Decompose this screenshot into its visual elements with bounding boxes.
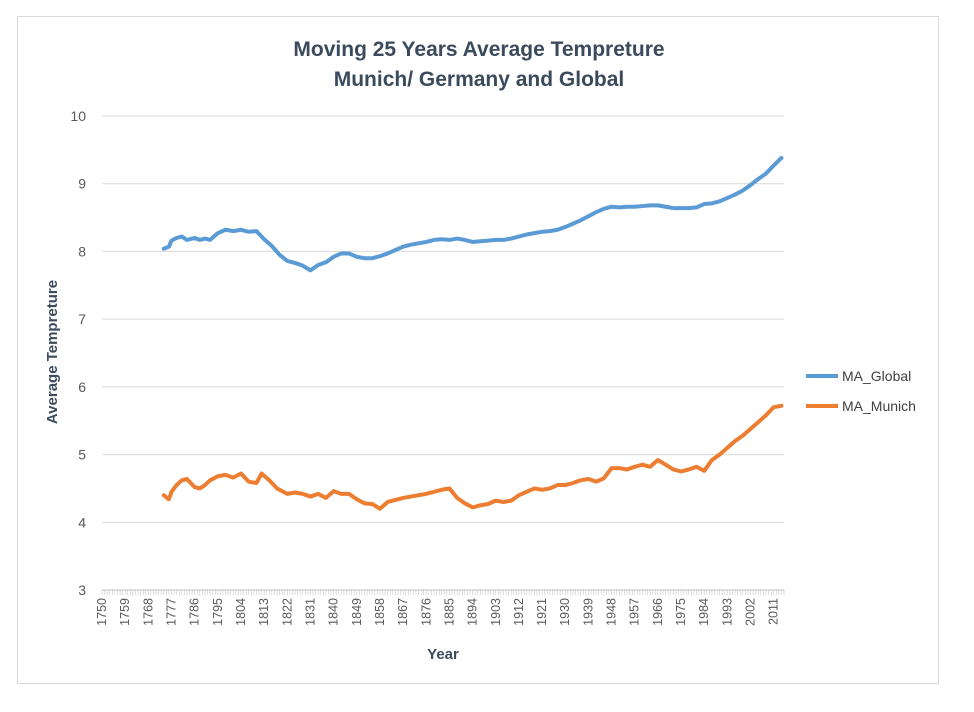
y-axis-ticks: 3 4 5 6 7 8 9 10 (70, 108, 86, 598)
y-tick-label: 4 (78, 514, 86, 530)
x-tick-label: 2002 (744, 598, 758, 626)
x-tick-label: 1984 (697, 598, 711, 626)
chart-title-line-1: Moving 25 Years Average Tempreture (293, 38, 664, 61)
x-tick-label: 1768 (141, 598, 155, 626)
y-tick-label: 7 (78, 311, 86, 327)
x-tick-label: 1777 (164, 598, 178, 626)
y-tick-label: 6 (78, 379, 86, 395)
x-tick-label: 1885 (442, 598, 456, 626)
x-tick-label: 1903 (489, 598, 503, 626)
legend: MA_Global MA_Munich (806, 368, 916, 414)
series-lines (161, 155, 784, 511)
x-tick-label: 1876 (419, 598, 433, 626)
series-line-ma-munich (161, 403, 784, 511)
series-line-ma-global (161, 155, 784, 273)
y-tick-label: 3 (78, 582, 86, 598)
x-tick-label: 1831 (303, 598, 317, 626)
x-tick-label: 1966 (651, 598, 665, 626)
legend-label-ma-munich: MA_Munich (842, 398, 916, 414)
x-axis-title: Year (427, 646, 459, 663)
chart-title-line-2: Munich/ Germany and Global (334, 68, 625, 91)
chart-title: Moving 25 Years Average Tempreture Munic… (293, 38, 664, 91)
gridlines (102, 115, 784, 523)
x-tick-label: 1858 (373, 598, 387, 626)
x-tick-label: 1957 (628, 598, 642, 626)
x-tick-label: 1786 (188, 598, 202, 626)
x-tick-label: 1813 (257, 598, 271, 626)
x-tick-label: 1975 (674, 598, 688, 626)
y-tick-label: 9 (78, 176, 86, 192)
y-tick-label: 10 (70, 108, 86, 124)
x-tick-label: 1867 (396, 598, 410, 626)
x-tick-label: 1822 (280, 598, 294, 626)
chart-frame (17, 16, 939, 684)
x-tick-label: 1948 (605, 598, 619, 626)
x-tick-label: 1849 (350, 598, 364, 626)
x-axis: 1750 1759 1768 1777 1786 1795 1804 1813 1822 1831… (95, 589, 785, 626)
x-tick-label: 1804 (234, 598, 248, 626)
legend-label-ma-global: MA_Global (842, 368, 911, 384)
x-tick-label: 1993 (720, 598, 734, 626)
y-tick-label: 5 (78, 447, 86, 463)
x-tick-label: 2011 (767, 598, 781, 625)
x-tick-label: 1939 (581, 598, 595, 626)
y-tick-label: 8 (78, 243, 86, 259)
x-tick-label: 1750 (95, 598, 109, 626)
x-tick-label: 1795 (211, 598, 225, 626)
x-tick-label: 1840 (327, 598, 341, 626)
x-tick-label: 1759 (118, 598, 132, 626)
y-axis-title: Average Tempreture (44, 280, 61, 424)
x-tick-label: 1930 (558, 598, 572, 626)
x-tick-label: 1894 (466, 598, 480, 626)
x-tick-label: 1912 (512, 598, 526, 626)
x-tick-label: 1921 (535, 598, 549, 626)
